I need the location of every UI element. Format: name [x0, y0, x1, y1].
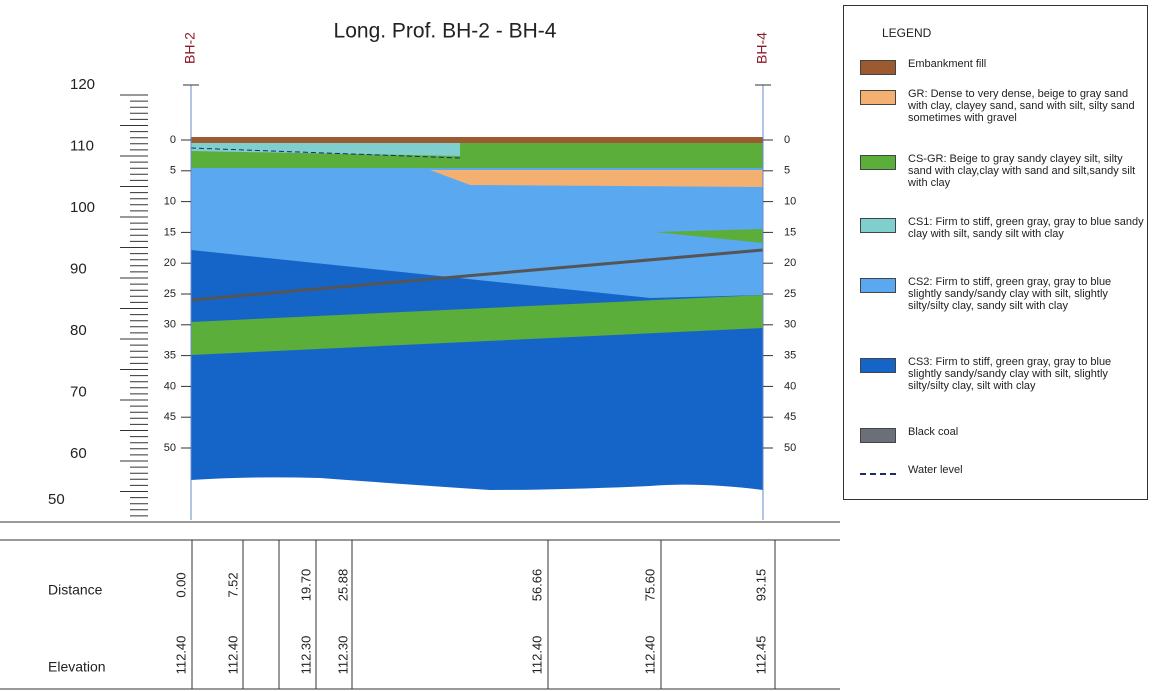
depth-label: 10 [164, 196, 176, 208]
borehole-label: BH-2 [182, 32, 198, 64]
depth-label: 0 [784, 134, 790, 146]
depth-label: 25 [164, 288, 176, 300]
legend-swatch [860, 60, 896, 75]
depth-label: 5 [170, 165, 176, 177]
depth-label: 30 [164, 319, 176, 331]
legend-label: CS-GR: Beige to gray sandy clayey silt, … [908, 153, 1145, 189]
elevation-label: 50 [48, 491, 65, 508]
depth-label: 5 [784, 165, 790, 177]
depth-label: 15 [784, 226, 796, 238]
legend-swatch [860, 155, 896, 170]
legend-label: CS3: Firm to stiff, green gray, gray to … [908, 356, 1145, 392]
elevation: 112.40 [642, 636, 657, 675]
legend: LEGEND Embankment fill GR: Dense to very … [843, 5, 1148, 500]
depth-label: 40 [784, 380, 796, 392]
legend-swatch [860, 428, 896, 443]
depth-label: 15 [164, 226, 176, 238]
depth-label: 20 [164, 257, 176, 269]
distance: 19.70 [298, 569, 313, 602]
depth-label: 45 [164, 411, 176, 423]
distance: 0.00 [173, 572, 188, 597]
legend-swatch [860, 358, 896, 373]
legend-label: CS2: Firm to stiff, green gray, gray to … [908, 276, 1145, 312]
legend-item: CS2: Firm to stiff, green gray, gray to … [860, 276, 1145, 312]
depth-label: 25 [784, 288, 796, 300]
legend-item: CS3: Firm to stiff, green gray, gray to … [860, 356, 1145, 392]
elevation-label: 110 [70, 137, 94, 154]
legend-item: CS1: Firm to stiff, green gray, gray to … [860, 216, 1145, 240]
legend-label: Black coal [908, 426, 958, 438]
legend-item: Water level [860, 464, 1145, 476]
depth-label: 50 [784, 442, 796, 454]
gr [430, 170, 763, 187]
distance: 56.66 [529, 569, 544, 602]
elevation: 112.40 [529, 636, 544, 675]
elevation-label: 100 [70, 199, 95, 216]
elevation: 112.45 [753, 636, 768, 675]
legend-item: CS-GR: Beige to gray sandy clayey silt, … [860, 153, 1145, 189]
legend-label: Water level [908, 464, 963, 476]
depth-label: 10 [784, 196, 796, 208]
legend-swatch [860, 218, 896, 233]
elevation-label: 90 [70, 260, 87, 277]
elevation: 112.30 [298, 636, 313, 675]
depth-label: 35 [784, 350, 796, 362]
legend-item: GR: Dense to very dense, beige to gray s… [860, 88, 1145, 124]
elevation-label: 70 [70, 383, 87, 400]
row-label: Elevation [48, 659, 106, 675]
legend-label: GR: Dense to very dense, beige to gray s… [908, 88, 1145, 124]
elevation: 112.30 [335, 636, 350, 675]
elevation: 112.40 [225, 636, 240, 675]
legend-item: Black coal [860, 426, 1145, 443]
distance: 93.15 [753, 569, 768, 602]
elevation-label: 120 [70, 76, 95, 93]
depth-label: 20 [784, 257, 796, 269]
legend-title: LEGEND [882, 26, 931, 40]
depth-label: 0 [170, 134, 176, 146]
borehole-label: BH-4 [754, 32, 770, 64]
depth-label: 30 [784, 319, 796, 331]
title: Long. Prof. BH-2 - BH-4 [334, 20, 557, 43]
depth-label: 40 [164, 380, 176, 392]
depth-label: 50 [164, 442, 176, 454]
depth-label: 45 [784, 411, 796, 423]
legend-swatch [860, 278, 896, 293]
page: Long. Prof. BH-2 - BH-4 Distance Elevati… [0, 0, 1152, 691]
legend-swatch [860, 466, 896, 475]
elevation-label: 60 [70, 445, 87, 462]
legend-label: CS1: Firm to stiff, green gray, gray to … [908, 216, 1145, 240]
legend-swatch [860, 90, 896, 105]
elevation-label: 80 [70, 322, 87, 339]
layers [191, 137, 763, 490]
legend-label: Embankment fill [908, 58, 986, 70]
row-label: Distance [48, 582, 103, 598]
distance: 7.52 [225, 572, 240, 597]
distance: 25.88 [335, 569, 350, 602]
elevation: 112.40 [173, 636, 188, 675]
distance: 75.60 [642, 569, 657, 602]
depth-label: 35 [164, 350, 176, 362]
embankment [191, 137, 763, 143]
legend-item: Embankment fill [860, 58, 1145, 75]
